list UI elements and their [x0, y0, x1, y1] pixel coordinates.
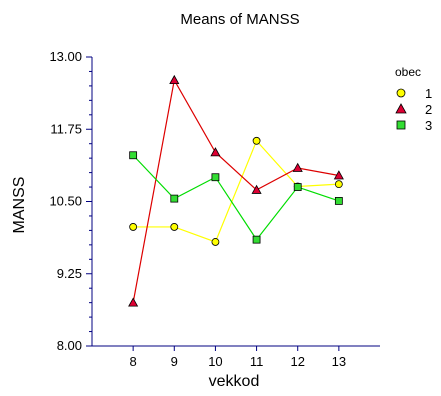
legend-label-2: 2: [425, 102, 432, 117]
x-tick-label: 12: [290, 354, 304, 369]
series-3-line: [132, 154, 340, 241]
series-2-point: [210, 147, 221, 157]
series-2-point: [333, 170, 344, 180]
series-3-point: [129, 151, 138, 160]
legend-marker-1: [396, 88, 406, 98]
series-2-point: [169, 74, 180, 85]
x-axis-title: vekkod: [209, 373, 260, 390]
legend-label-3: 3: [425, 118, 432, 133]
series-1-point: [334, 180, 343, 189]
x-tick-label: 9: [171, 354, 178, 369]
series-2: [128, 74, 344, 307]
x-tick-label: 13: [332, 354, 346, 369]
y-axis-title: MANSS: [11, 177, 28, 234]
legend-title: obec: [395, 65, 421, 79]
legend-marker-3: [396, 120, 406, 130]
y-tick-label: 11.75: [50, 121, 82, 136]
series-1-line: [133, 139, 339, 243]
series-3-point: [334, 197, 343, 205]
series-2-point: [128, 297, 139, 307]
series-2-point: [292, 162, 303, 172]
legend-label-1: 1: [425, 86, 432, 101]
series-3-point: [211, 173, 220, 182]
y-tick-label: 13.00: [49, 49, 82, 64]
series-2-line: [132, 78, 339, 303]
legend: obec 123: [395, 65, 432, 133]
y-tick-label: 9.25: [57, 266, 82, 281]
series-3: [129, 151, 343, 244]
y-tick-label: 8.00: [57, 338, 82, 353]
series-1-point: [170, 223, 179, 231]
series-3-point: [293, 183, 302, 191]
series-1-point: [211, 238, 220, 246]
series-3-point: [252, 235, 261, 244]
series-1-point: [129, 223, 138, 231]
legend-marker-2: [395, 103, 407, 114]
series-2-point: [251, 184, 262, 194]
axes: 8.00 9.25 10.50 11.75 13.00 8 9 10 11 12 13: [49, 49, 380, 369]
x-tick-label: 10: [208, 354, 222, 369]
x-tick-label: 8: [130, 354, 137, 369]
chart-title: Means of MANSS: [180, 11, 299, 28]
series-3-point: [170, 194, 179, 203]
series-layer: [128, 74, 344, 307]
y-tick-label: 10.50: [49, 194, 82, 209]
series-1-point: [252, 136, 261, 145]
x-tick-label: 11: [250, 354, 264, 369]
